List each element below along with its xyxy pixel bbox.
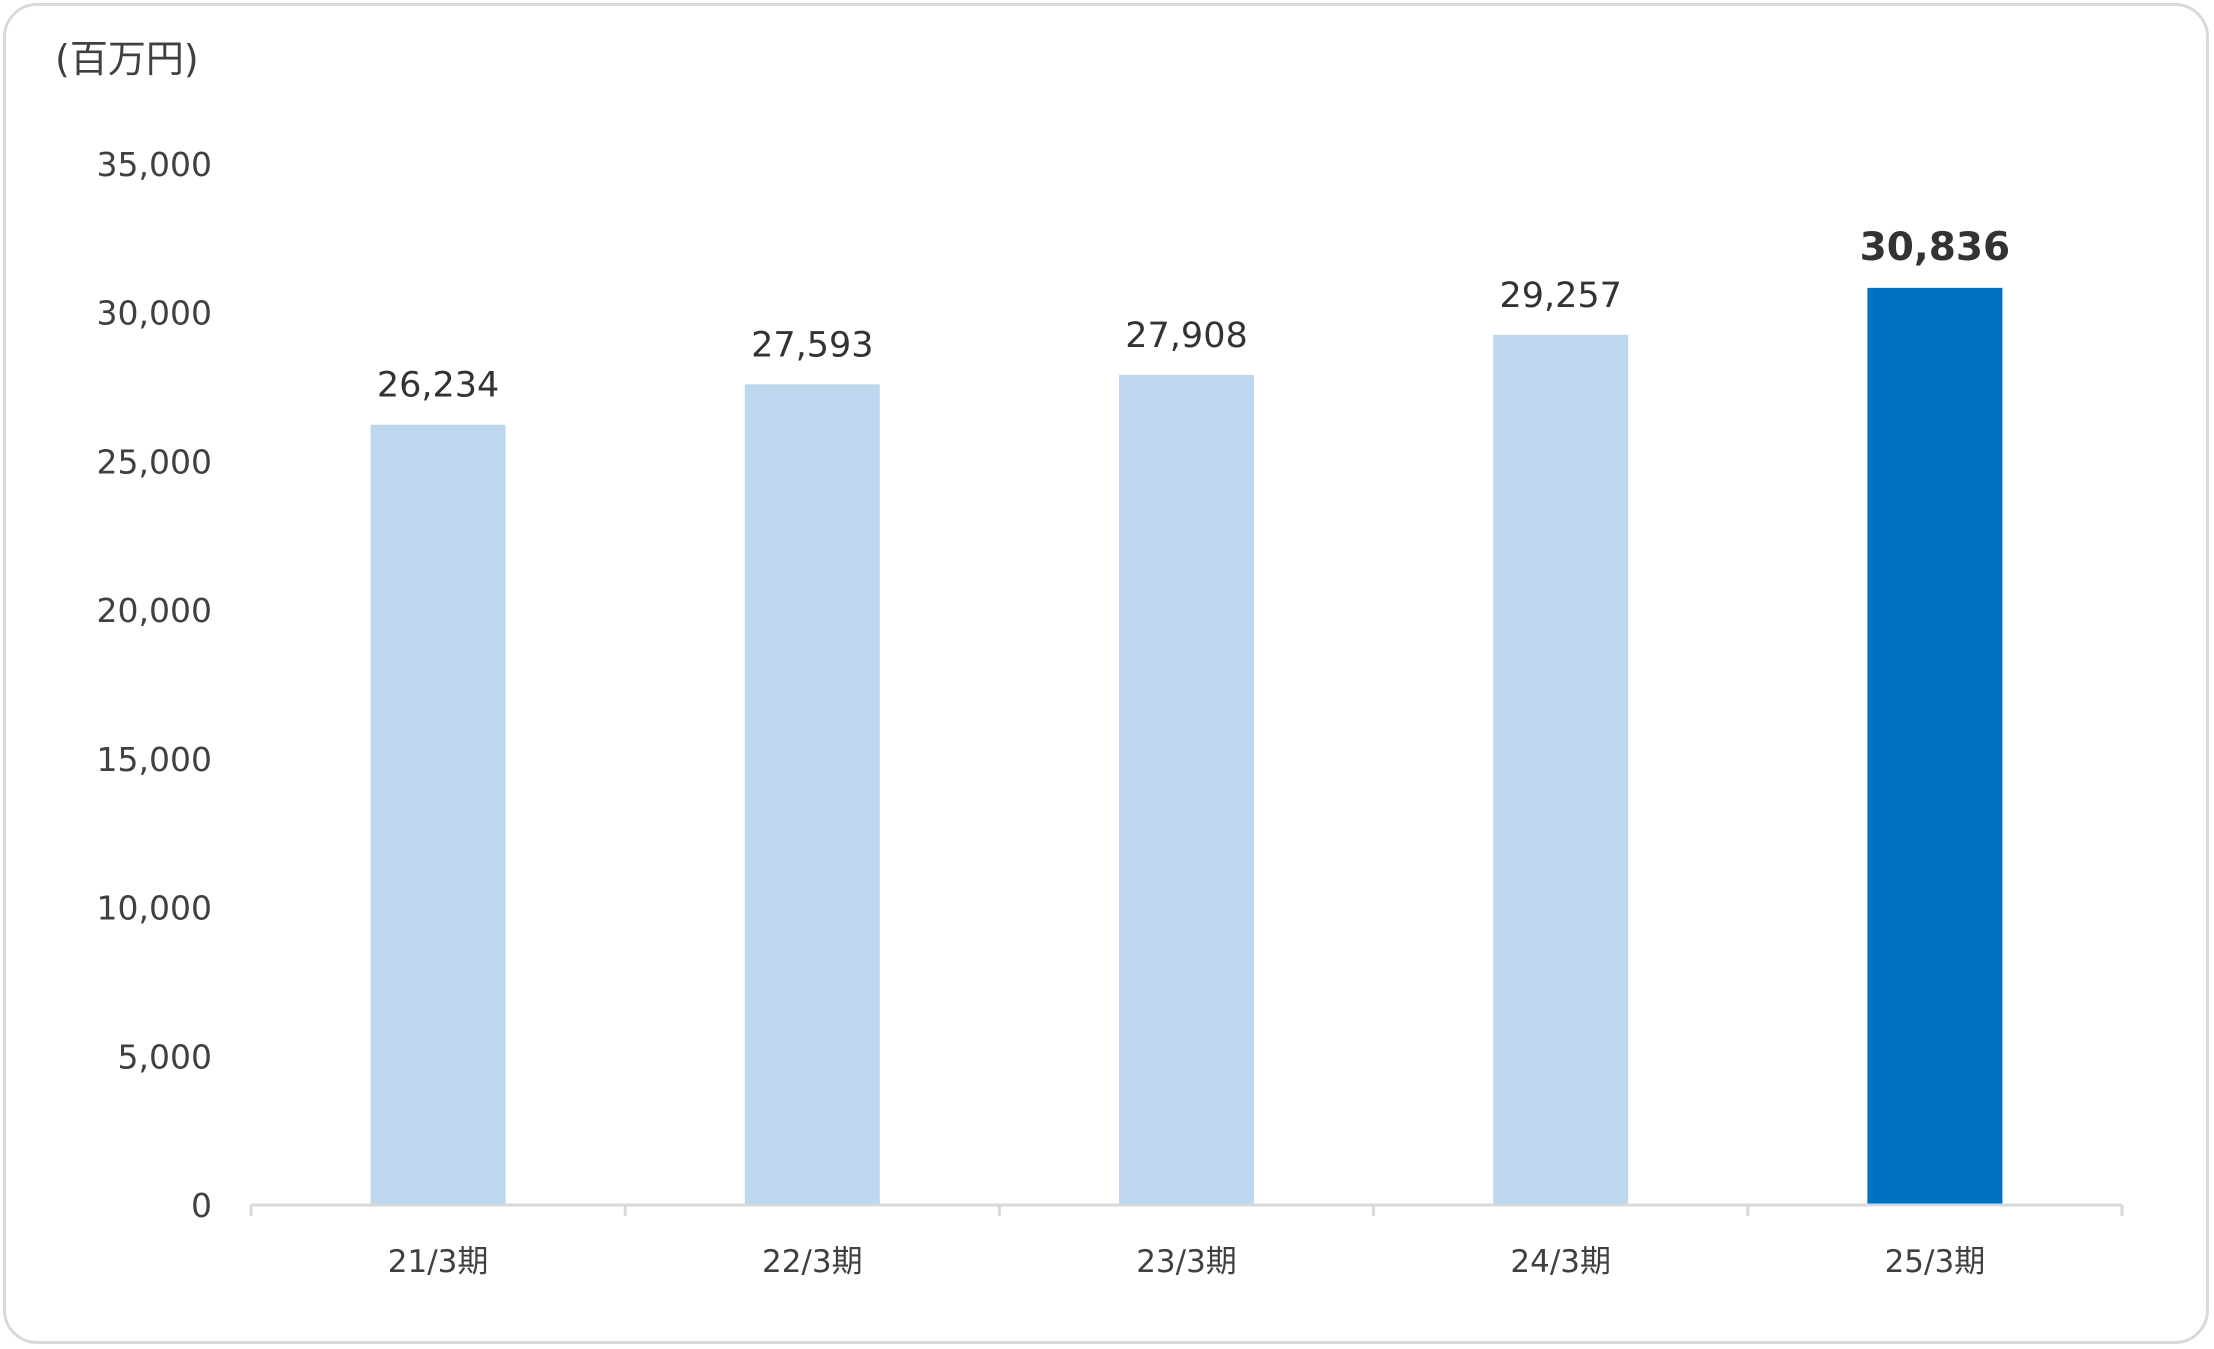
data-label: 27,593	[751, 325, 873, 365]
y-tick-label: 5,000	[118, 1037, 212, 1076]
data-label: 30,836	[1860, 225, 2011, 270]
x-axis: 21/3期 22/3期 23/3期 24/3期 25/3期	[249, 1203, 2124, 1280]
y-tick-label: 25,000	[97, 442, 212, 481]
bar-22-3	[744, 384, 880, 1206]
x-tick-label: 24/3期	[1510, 1244, 1611, 1280]
x-tick-label: 23/3期	[1136, 1244, 1237, 1280]
y-axis-tick-labels: 0 5,000 10,000 15,000 20,000 25,000 30,000 35,0…	[97, 145, 212, 1225]
y-tick-label: 0	[191, 1186, 212, 1225]
bar-24-3	[1493, 334, 1629, 1205]
y-tick-label: 20,000	[97, 591, 212, 630]
data-label: 27,908	[1125, 316, 1247, 356]
bar-25-3	[1867, 287, 2003, 1205]
bar-23-3	[1119, 374, 1254, 1205]
x-tick-label: 22/3期	[762, 1244, 863, 1280]
y-tick-label: 30,000	[97, 294, 212, 333]
data-label: 26,234	[377, 366, 499, 406]
y-tick-label: 35,000	[97, 145, 212, 184]
data-labels: 26,234 27,593 27,908 29,257 30,836	[377, 225, 2010, 406]
unit-label: (百万円)	[55, 37, 199, 81]
data-label: 29,257	[1499, 276, 1621, 316]
bar-series	[370, 287, 2003, 1206]
y-tick-label: 10,000	[97, 889, 212, 928]
x-tick-label: 25/3期	[1885, 1244, 1986, 1280]
y-tick-label: 15,000	[97, 740, 212, 779]
bar-21-3	[370, 424, 506, 1205]
x-tick-label: 21/3期	[388, 1244, 489, 1280]
